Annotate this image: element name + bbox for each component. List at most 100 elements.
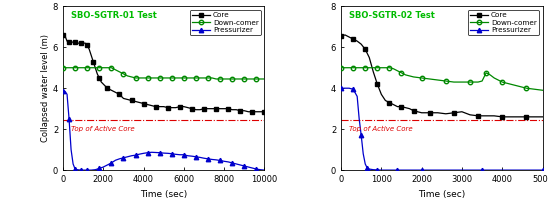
Core [459, 110, 465, 113]
Down-comer [487, 74, 493, 76]
Core [370, 71, 376, 73]
Line: Down-comer: Down-comer [61, 66, 267, 81]
Down-comer [459, 81, 465, 83]
Down-comer [378, 66, 385, 69]
Core [531, 116, 538, 118]
Core [414, 110, 421, 113]
Core [418, 112, 425, 114]
Pressurizer [64, 93, 70, 96]
Down-comer [60, 66, 66, 69]
Pressurizer [479, 169, 486, 171]
Line: Pressurizer: Pressurizer [61, 89, 267, 172]
Core [539, 116, 546, 118]
Core [84, 44, 90, 46]
Down-comer [104, 66, 111, 69]
Down-comer [435, 79, 441, 81]
Core [104, 87, 111, 89]
Core [245, 110, 252, 113]
Pressurizer [378, 169, 385, 171]
Down-comer [515, 85, 522, 87]
Pressurizer [342, 87, 349, 89]
Core [394, 105, 401, 108]
Y-axis label: Collapsed water level (m): Collapsed water level (m) [41, 34, 50, 142]
Down-comer [261, 78, 268, 80]
Pressurizer [338, 87, 344, 89]
Text: SBO-SGTR-01 Test: SBO-SGTR-01 Test [71, 11, 157, 20]
Core [406, 108, 413, 110]
Core [382, 99, 389, 102]
Pressurizer [519, 169, 526, 171]
Pressurizer [346, 87, 352, 89]
Core [346, 36, 352, 38]
Core [426, 112, 433, 114]
Core [390, 103, 397, 106]
Pressurizer [261, 169, 268, 171]
Core [467, 114, 473, 116]
Pressurizer [402, 169, 409, 171]
Text: Top of Active Core: Top of Active Core [71, 126, 135, 132]
Core [523, 116, 530, 118]
Pressurizer [78, 169, 84, 171]
Core [366, 56, 373, 59]
Down-comer [354, 66, 361, 69]
Core [354, 40, 361, 42]
Core [60, 34, 66, 36]
Core [398, 105, 405, 108]
Line: Pressurizer: Pressurizer [339, 86, 545, 172]
Down-comer [120, 73, 127, 75]
Pressurizer [360, 152, 367, 155]
Pressurizer [386, 169, 393, 171]
Down-comer [213, 78, 219, 80]
Core [374, 83, 381, 85]
Pressurizer [438, 169, 445, 171]
Down-comer [479, 80, 486, 82]
Pressurizer [539, 169, 546, 171]
Down-comer [467, 81, 473, 83]
Pressurizer [356, 118, 362, 120]
Pressurizer [193, 156, 199, 158]
Core [499, 116, 505, 118]
Down-comer [539, 89, 546, 92]
Down-comer [382, 66, 389, 69]
Down-comer [523, 87, 530, 89]
Down-comer [483, 72, 489, 74]
Pressurizer [459, 169, 465, 171]
Core [261, 110, 268, 113]
Down-comer [426, 78, 433, 80]
Pressurizer [197, 156, 203, 159]
Down-comer [475, 81, 481, 83]
Text: SBO-SGTR-02 Test: SBO-SGTR-02 Test [349, 11, 435, 20]
Core [88, 54, 94, 57]
Pressurizer [364, 167, 370, 169]
Legend: Core, Down-comer, Pressurizer: Core, Down-comer, Pressurizer [468, 10, 539, 35]
Pressurizer [374, 169, 381, 171]
Down-comer [491, 77, 498, 79]
Down-comer [418, 77, 425, 79]
Down-comer [366, 66, 373, 69]
Core [164, 106, 171, 109]
Down-comer [402, 74, 409, 76]
Pressurizer [499, 169, 505, 171]
Down-comer [124, 75, 131, 77]
Core [515, 116, 522, 118]
Core [378, 93, 385, 96]
Pressurizer [370, 168, 376, 171]
Down-comer [450, 81, 457, 83]
Core [386, 101, 393, 104]
Pressurizer [418, 169, 425, 171]
Core [491, 115, 498, 117]
Down-comer [398, 72, 405, 74]
Core [338, 35, 344, 37]
Pressurizer [100, 166, 107, 168]
X-axis label: Time (sec): Time (sec) [418, 189, 465, 198]
Down-comer [499, 81, 505, 83]
Text: Top of Active Core: Top of Active Core [349, 126, 413, 132]
Down-comer [205, 77, 212, 79]
Pressurizer [366, 168, 373, 170]
Down-comer [443, 80, 449, 82]
Down-comer [362, 66, 368, 69]
Core [342, 34, 349, 36]
Down-comer [531, 88, 538, 91]
Pressurizer [354, 95, 361, 98]
Pressurizer [394, 169, 401, 171]
